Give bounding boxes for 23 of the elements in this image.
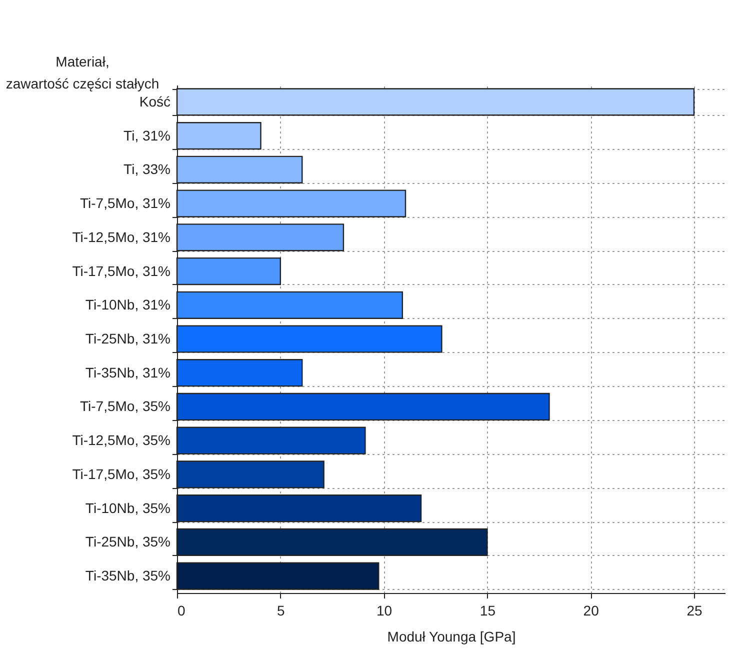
x-tick-label: 10 [376,602,392,618]
x-tick-label: 0 [178,602,186,618]
y-tick-label: Ti, 33% [124,161,170,178]
y-tick-label: Ti, 31% [124,127,170,144]
y-tick-label: Ti-17,5Mo, 35% [72,466,170,482]
x-tick-label: 15 [480,602,496,618]
y-tick-label: Ti-7,5Mo, 35% [80,398,170,414]
y-tick-label: Ti-25Nb, 35% [85,534,170,550]
y-tick-label: Ti-7,5Mo, 31% [80,195,170,212]
x-tick-label: 5 [277,602,285,618]
y-tick-label: Ti-17,5Mo, 31% [72,262,170,279]
x-tick-label: 25 [686,602,702,618]
y-tick-label: Ti-12,5Mo, 31% [72,228,170,245]
y-tick-label: Ti-10Nb, 35% [85,500,170,516]
y-tick-label: Ti-12,5Mo, 35% [72,432,170,448]
y-tick-label: Ti-35Nb, 31% [85,364,170,380]
y-axis-title: Materiał, zawartość części stałych [6,54,160,92]
y-tick-label: Kość [139,93,170,110]
y-tick-label: Ti-10Nb, 31% [85,296,170,313]
y-tick-label: Ti-25Nb, 31% [85,330,170,346]
x-axis-title: Moduł Younga [GPa] [387,628,516,644]
y-tick-label: Ti-35Nb, 35% [85,568,170,584]
x-tick-label: 20 [583,602,600,618]
